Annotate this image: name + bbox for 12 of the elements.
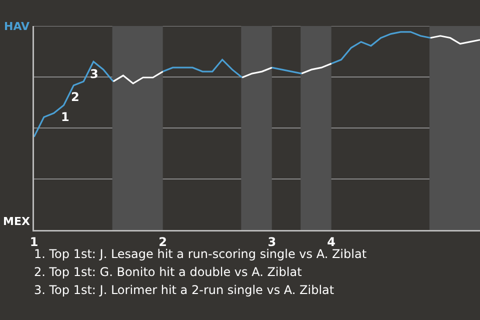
x-tick-label: 1 [30, 234, 38, 249]
text: 2. Top 1st: G. Bonito hit a double vs A. Ziblat [34, 265, 302, 279]
x-tick-label: 3 [268, 234, 276, 249]
annotation: 1 [61, 110, 70, 124]
x-tick-label: 4 [327, 234, 336, 249]
text: 3. Top 1st: J. Lorimer hit a 2-run single vs A. Ziblat [34, 283, 334, 297]
text: HAV [4, 20, 30, 33]
annotation: 3 [90, 67, 98, 81]
annotation: 2 [71, 90, 80, 104]
text: 1. Top 1st: J. Lesage hit a run-scoring single vs A. Ziblat [34, 247, 367, 261]
x-tick-label: 2 [158, 234, 168, 249]
text: MEX [3, 215, 30, 228]
